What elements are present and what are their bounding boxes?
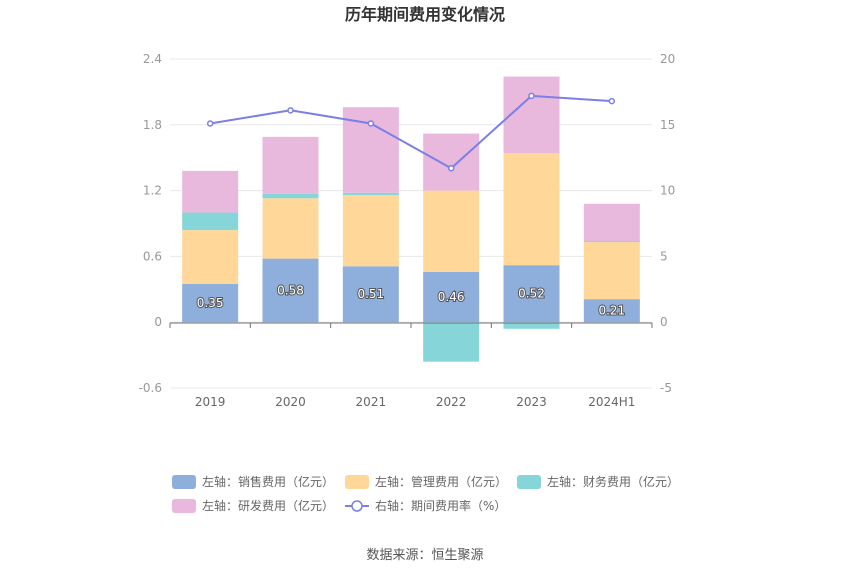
legend-label: 左轴：管理费用（亿元） — [375, 474, 507, 489]
bar-segment — [262, 198, 319, 259]
bar-segment — [342, 266, 399, 323]
rate-line-point — [206, 120, 214, 127]
left-axis-tick-label: 2.4 — [143, 52, 162, 66]
legend-item[interactable]: 右轴：期间费用率（%） — [345, 498, 506, 513]
bar-segment — [583, 203, 640, 242]
legend-point-swatch — [351, 500, 363, 512]
rate-line-point — [528, 92, 535, 100]
bar-segment — [583, 242, 640, 300]
x-axis-ticks: 2019 2020 2021 2022 2023 2024H1 — [169, 323, 653, 409]
bar-segment — [503, 153, 560, 266]
left-axis-tick-label: 0 — [154, 315, 162, 329]
bar-segment — [503, 322, 560, 329]
x-axis-tick-label: 2021 — [356, 395, 387, 409]
bar-data-label: 0.51 — [357, 287, 384, 301]
left-axis-ticks: 2.4 1.8 1.2 0.6 0 -0.6 — [139, 52, 162, 395]
right-axis-tick-label: 10 — [660, 184, 675, 198]
rate-line — [210, 94, 612, 170]
bar-segment — [262, 258, 319, 323]
source-note: 数据来源：恒生聚源 — [366, 548, 483, 563]
legend-item[interactable]: 左轴：管理费用（亿元） — [345, 474, 507, 489]
legend-item[interactable]: 左轴：销售费用（亿元） — [172, 474, 334, 489]
bar-data-label: 0.58 — [277, 283, 304, 297]
x-axis-tick-label: 2020 — [275, 395, 306, 409]
rate-line-point — [287, 107, 294, 114]
bar-data-label: 0.52 — [518, 287, 545, 301]
bar-segment — [342, 194, 399, 267]
bar-segment — [182, 212, 239, 231]
x-axis-tick-label: 2019 — [195, 395, 226, 409]
bar-segment — [262, 136, 319, 194]
legend-label: 左轴：销售费用（亿元） — [202, 474, 334, 489]
left-axis-tick-label: -0.6 — [139, 381, 162, 395]
bar-series — [182, 76, 640, 362]
right-axis-ticks: 20 15 10 5 0 -5 — [660, 52, 675, 395]
right-axis-tick-label: 15 — [660, 118, 675, 132]
left-axis-tick-label: 1.8 — [143, 118, 162, 132]
rate-line-point — [608, 97, 616, 105]
legend-item[interactable]: 左轴：研发费用（亿元） — [172, 498, 334, 513]
right-axis-tick-label: 0 — [660, 315, 668, 329]
x-axis-tick-label: 2024H1 — [588, 395, 635, 409]
bar-segment — [423, 322, 480, 362]
rate-line-series — [206, 92, 616, 172]
x-axis-tick-label: 2023 — [516, 395, 547, 409]
bar-data-label: 0.35 — [197, 296, 224, 310]
bar-segment — [583, 241, 640, 243]
chart-title: 历年期间费用变化情况 — [345, 5, 505, 24]
bar-segment — [182, 170, 239, 213]
legend-swatch — [172, 475, 196, 489]
legend-swatch — [517, 475, 541, 489]
rate-line-point — [447, 164, 455, 172]
bar-data-label: 0.21 — [598, 304, 625, 318]
bar-segment — [423, 271, 480, 323]
bar-segment — [423, 133, 480, 191]
right-axis-tick-label: 5 — [660, 249, 668, 263]
bar-segment — [583, 299, 640, 323]
bar-segment — [342, 192, 399, 195]
legend-label: 右轴：期间费用率（%） — [375, 498, 506, 513]
right-axis-tick-label: 20 — [660, 52, 675, 66]
bar-segment — [503, 76, 560, 154]
bar-segment — [182, 283, 239, 323]
legend-swatch — [345, 475, 369, 489]
x-axis-tick-label: 2022 — [436, 395, 467, 409]
legend-label: 左轴：研发费用（亿元） — [202, 498, 334, 513]
legend-label: 左轴：财务费用（亿元） — [547, 474, 679, 489]
bar-segment — [423, 190, 480, 272]
legend-swatch — [172, 499, 196, 513]
grid-lines — [170, 58, 652, 389]
rate-line-point — [367, 120, 375, 127]
legend: 左轴：销售费用（亿元） 左轴：管理费用（亿元） 左轴：财务费用（亿元） 左轴：研发费用… — [172, 474, 679, 513]
bar-segment — [182, 230, 239, 284]
bar-segment — [262, 193, 319, 199]
right-axis-tick-label: -5 — [660, 381, 672, 395]
bar-data-label: 0.46 — [438, 290, 465, 304]
data-labels: 0.35 0.58 0.51 0.46 0.52 0.21 — [196, 282, 626, 318]
legend-item[interactable]: 左轴：财务费用（亿元） — [517, 474, 679, 489]
bar-segment — [503, 265, 560, 323]
left-axis-tick-label: 0.6 — [143, 249, 162, 263]
left-axis-tick-label: 1.2 — [143, 184, 162, 198]
